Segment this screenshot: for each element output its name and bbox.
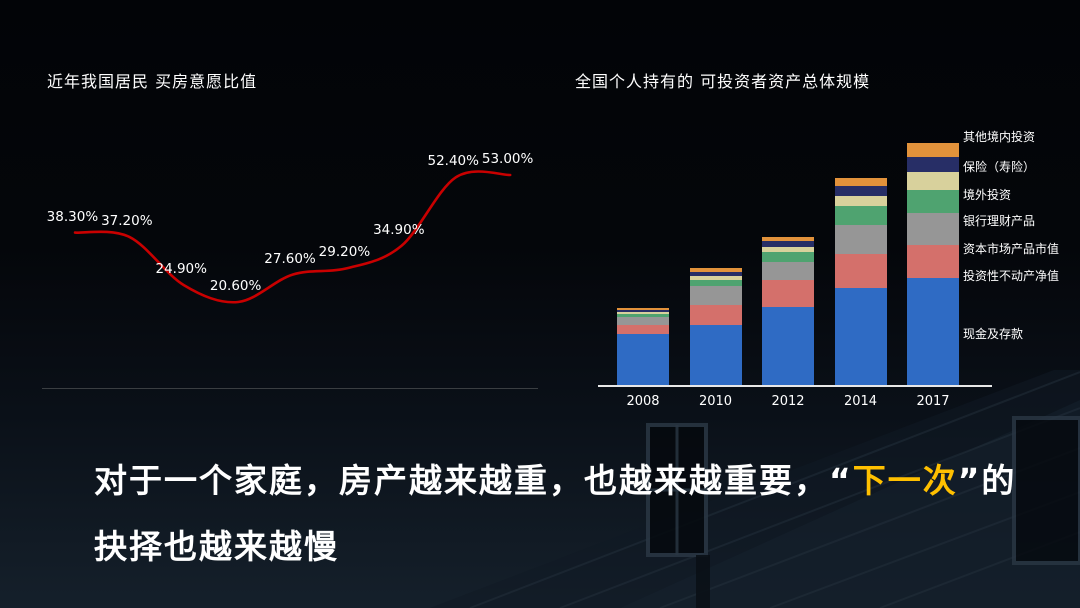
stacked-bar-2008: [617, 308, 669, 385]
bar-segment-境外投资: [907, 172, 959, 191]
left-chart-baseline: [42, 388, 538, 389]
x-axis-label-2012: 2012: [771, 394, 805, 409]
caption-quote-close: ”: [957, 461, 982, 500]
bar-segment-银行理财产品: [762, 252, 814, 263]
caption-line-1: 对于一个家庭，房产越来越重，也越来越重要，“下一次”的: [94, 448, 1014, 514]
bar-segment-现金及存款: [834, 287, 887, 385]
bar-segment-投资性不动产净值: [689, 305, 742, 325]
bar-segment-投资性不动产净值: [617, 324, 669, 335]
bar-segment-保险（寿险）: [689, 272, 742, 276]
legend-item-银行理财产品: 银行理财产品: [963, 214, 1036, 228]
line-point-label: 34.90%: [373, 221, 425, 238]
stacked-bar-2017: [907, 143, 959, 385]
line-point-label: 29.20%: [318, 244, 371, 261]
line-point-label: 37.20%: [101, 212, 153, 229]
bar-segment-银行理财产品: [617, 313, 669, 317]
x-axis-label-2017: 2017: [916, 394, 950, 409]
bar-segment-投资性不动产净值: [834, 254, 887, 288]
bar-segment-保险（寿险）: [762, 240, 814, 247]
stacked-bar-2014: [834, 178, 887, 385]
caption-text-post: 的: [981, 461, 1017, 500]
bar-segment-现金及存款: [617, 334, 669, 385]
x-axis-label-2014: 2014: [843, 394, 878, 409]
stacked-bar-chart: [600, 143, 992, 385]
legend-item-其他境内投资: 其他境内投资: [963, 130, 1036, 144]
legend-item-资本市场产品市值: 资本市场产品市值: [963, 242, 1060, 256]
line-point-label: 52.40%: [427, 153, 479, 170]
bar-segment-境外投资: [762, 246, 814, 253]
line-point-label: 38.30%: [46, 208, 99, 225]
bar-segment-现金及存款: [689, 324, 742, 385]
bar-segment-资本市场产品市值: [762, 262, 814, 280]
stacked-bar-2012: [762, 236, 814, 385]
bar-chart-x-axis: 2008 2010 2012 2014 2017: [600, 394, 992, 414]
right-chart-title: 全国个人持有的 可投资者资产总体规模: [575, 72, 871, 91]
caption-text-pre: 对于一个家庭，房产越来越重，也越来越重要，: [94, 461, 829, 500]
bar-segment-保险（寿险）: [907, 156, 959, 173]
bar-segment-现金及存款: [907, 277, 959, 385]
bar-segment-银行理财产品: [907, 190, 959, 214]
bar-segment-资本市场产品市值: [907, 213, 959, 245]
bar-segment-其他境内投资: [689, 268, 742, 273]
bar-segment-其他境内投资: [834, 178, 887, 187]
legend-item-境外投资: 境外投资: [963, 188, 1012, 202]
legend-item-保险（寿险）: 保险（寿险）: [963, 160, 1036, 174]
bar-segment-投资性不动产净值: [907, 244, 959, 278]
line-point-label: 20.60%: [209, 278, 262, 294]
bar-chart-legend: 其他境内投资 保险（寿险） 境外投资银行理财产品资本市场产品市值 投资性不动产净值 现金…: [963, 110, 1078, 350]
bar-segment-银行理财产品: [834, 205, 887, 226]
bar-segment-保险（寿险）: [617, 310, 669, 312]
x-axis-label-2008: 2008: [626, 394, 660, 409]
bar-segment-现金及存款: [762, 307, 814, 385]
bar-segment-其他境内投资: [762, 236, 814, 241]
caption: 对于一个家庭，房产越来越重，也越来越重要，“下一次”的 抉择也越来越慢: [94, 448, 1014, 580]
bar-segment-资本市场产品市值: [689, 285, 742, 306]
line-chart-labels: 38.30% 37.20% 24.90% 20.60% 27.60% 29.20% 34.9…: [40, 100, 545, 390]
bar-segment-资本市场产品市值: [834, 225, 887, 255]
line-chart: [73, 170, 512, 304]
left-chart-title: 近年我国居民 买房意愿比值: [47, 72, 258, 91]
stacked-bar-2010: [689, 268, 742, 385]
line-point-label: 53.00%: [481, 150, 534, 167]
bar-segment-境外投资: [617, 311, 669, 314]
bar-segment-保险（寿险）: [834, 186, 887, 196]
bar-chart-axis: [598, 385, 992, 387]
legend-item-现金及存款: 现金及存款: [963, 327, 1024, 341]
side-window: [1012, 416, 1080, 565]
line-point-label: 24.90%: [155, 261, 207, 278]
bar-segment-境外投资: [689, 275, 742, 280]
caption-highlight: 下一次: [852, 461, 958, 500]
bar-segment-境外投资: [834, 195, 887, 206]
bar-segment-投资性不动产净值: [762, 279, 814, 307]
bar-segment-银行理财产品: [689, 279, 742, 286]
willingness-line: [73, 170, 512, 304]
bar-segment-其他境内投资: [907, 143, 959, 157]
line-point-label: 27.60%: [264, 250, 316, 267]
caption-quote-open: “: [829, 461, 853, 500]
bar-segment-其他境内投资: [617, 308, 669, 311]
x-axis-label-2010: 2010: [698, 394, 733, 409]
bar-segment-资本市场产品市值: [617, 316, 669, 325]
legend-item-投资性不动产净值: 投资性不动产净值: [963, 269, 1060, 283]
caption-line-2: 抉择也越来越慢: [94, 527, 339, 566]
